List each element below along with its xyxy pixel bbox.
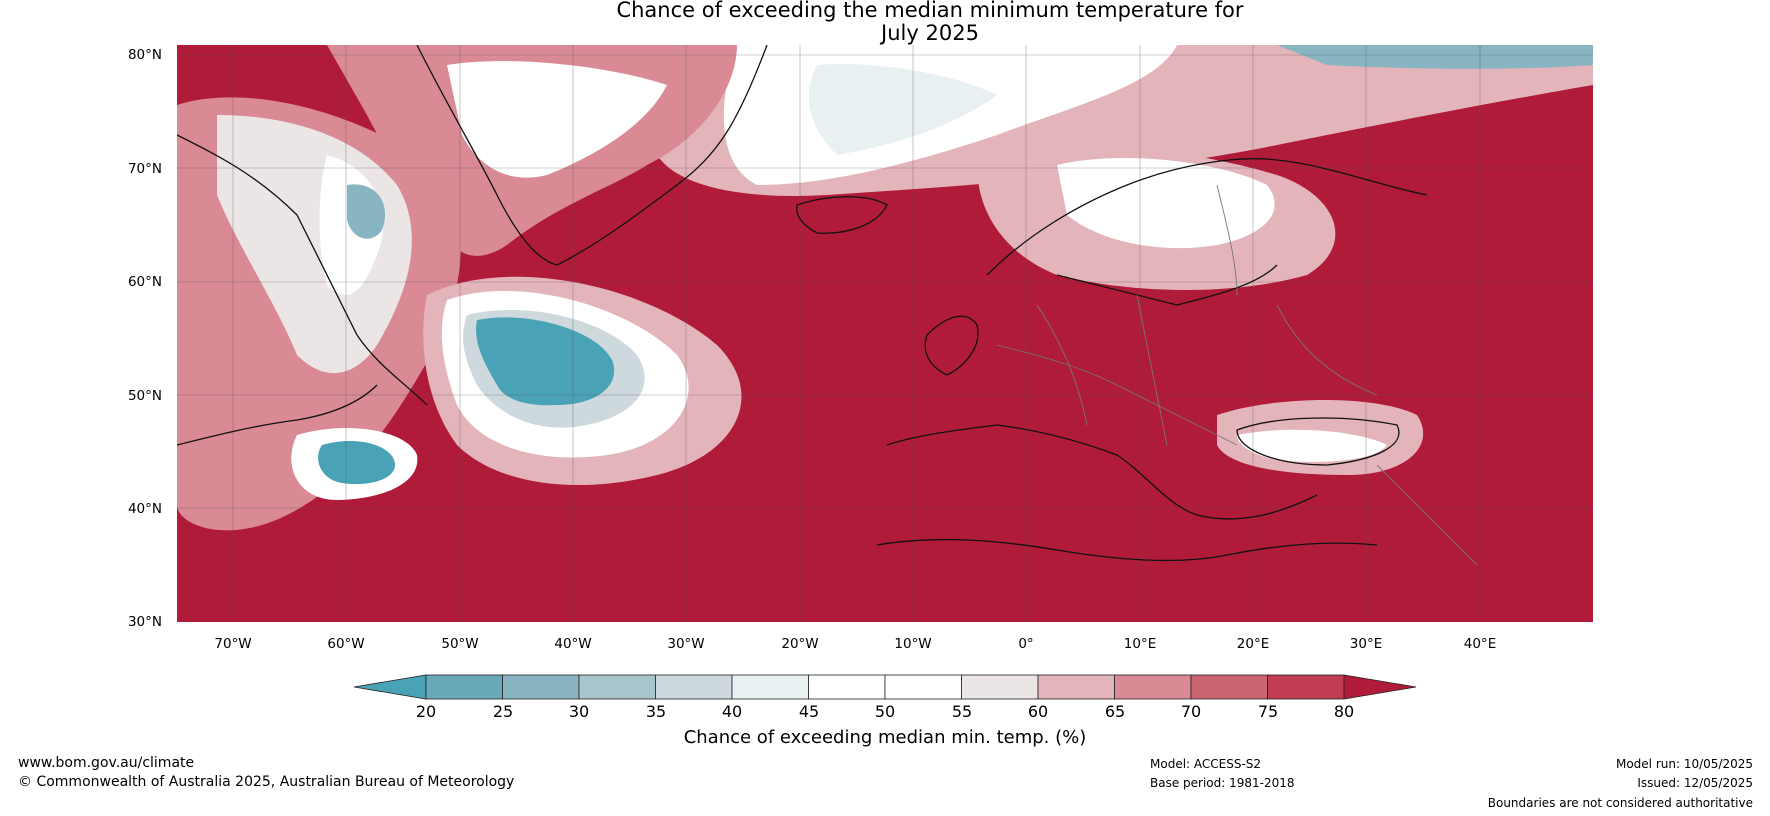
- map-title: Chance of exceeding the median minimum t…: [0, 0, 1770, 45]
- colorbar-extend-low: [354, 674, 427, 700]
- graticule: [177, 45, 1593, 622]
- scandinavia-white: [1057, 157, 1275, 249]
- website-text: www.bom.gov.au/climate: [18, 755, 195, 771]
- colorbar-cell: [1037, 674, 1115, 700]
- lon-label-40w: 40°W: [554, 636, 592, 652]
- colorbar-tick-50: 50: [874, 702, 896, 721]
- map-title-line2: July 2025: [881, 21, 979, 45]
- lon-label-20e: 20°E: [1236, 636, 1270, 652]
- baffin-cool-patch: [347, 184, 386, 239]
- lon-label-60w: 60°W: [327, 636, 365, 652]
- colorbar-extend-high: [1343, 674, 1416, 700]
- colorbar-cell: [731, 674, 809, 700]
- lon-label-40e: 40°E: [1463, 636, 1497, 652]
- colorbar-tick-55: 55: [951, 702, 973, 721]
- lat-label-60n: 60°N: [127, 274, 162, 290]
- lat-label-30n: 30°N: [127, 614, 162, 630]
- coastlines: [177, 45, 1428, 562]
- colorbar-tick-25: 25: [492, 702, 514, 721]
- lon-label-10w: 10°W: [894, 636, 932, 652]
- svalbard-cool: [1277, 45, 1593, 69]
- greenland-sea-grey: [808, 64, 997, 155]
- colorbar-tick-30: 30: [568, 702, 590, 721]
- colorbar-cell: [1114, 674, 1192, 700]
- map-panel: [177, 45, 1593, 622]
- lat-label-50n: 50°N: [127, 388, 162, 404]
- colorbar-cell: [961, 674, 1039, 700]
- lon-label-50w: 50°W: [441, 636, 479, 652]
- borders: [996, 184, 1478, 566]
- map-title-line1: Chance of exceeding the median minimum t…: [616, 0, 1244, 22]
- colorbar-cell: [808, 674, 886, 700]
- colorbar-tick-75: 75: [1257, 702, 1279, 721]
- colorbar: [354, 674, 1416, 700]
- colorbar-cell: [884, 674, 962, 700]
- colorbar-cell: [655, 674, 733, 700]
- lon-label-0: 0°: [1018, 636, 1034, 652]
- lat-label-80n: 80°N: [127, 47, 162, 63]
- colorbar-cell: [1267, 674, 1345, 700]
- lon-label-30w: 30°W: [667, 636, 705, 652]
- lat-label-40n: 40°N: [127, 501, 162, 517]
- greenland-white: [447, 61, 667, 178]
- nova-scotia-core: [318, 441, 396, 485]
- colorbar-tick-80: 80: [1333, 702, 1355, 721]
- lat-label-70n: 70°N: [127, 161, 162, 177]
- colorbar-cell: [578, 674, 656, 700]
- colorbar-tick-35: 35: [645, 702, 667, 721]
- black-sea-white: [1237, 429, 1387, 462]
- model-run-text: Model run: 10/05/2025: [1615, 757, 1753, 771]
- disclaimer-text: Boundaries are not considered authoritat…: [1487, 796, 1753, 810]
- colorbar-tick-20: 20: [415, 702, 437, 721]
- colorbar-tick-70: 70: [1180, 702, 1202, 721]
- colorbar-label: Chance of exceeding median min. temp. (%…: [683, 727, 1087, 748]
- colorbar-cell: [425, 674, 503, 700]
- lon-label-20w: 20°W: [781, 636, 819, 652]
- forecast-map: [177, 45, 1593, 622]
- colorbar-tick-45: 45: [798, 702, 820, 721]
- colorbar-tick-40: 40: [721, 702, 743, 721]
- colorbar-tick-60: 60: [1027, 702, 1049, 721]
- copyright-text: © Commonwealth of Australia 2025, Austra…: [18, 774, 515, 790]
- lon-label-70w: 70°W: [214, 636, 252, 652]
- colorbar-tick-65: 65: [1104, 702, 1126, 721]
- model-text: Model: ACCESS-S2: [1150, 757, 1262, 771]
- colorbar-cell: [1190, 674, 1268, 700]
- lon-label-10e: 10°E: [1123, 636, 1157, 652]
- base-period-text: Base period: 1981-2018: [1150, 776, 1295, 790]
- atlantic-cool-core: [476, 317, 615, 406]
- lon-label-30e: 30°E: [1349, 636, 1383, 652]
- colorbar-cell: [502, 674, 580, 700]
- issued-text: Issued: 12/05/2025: [1637, 776, 1753, 790]
